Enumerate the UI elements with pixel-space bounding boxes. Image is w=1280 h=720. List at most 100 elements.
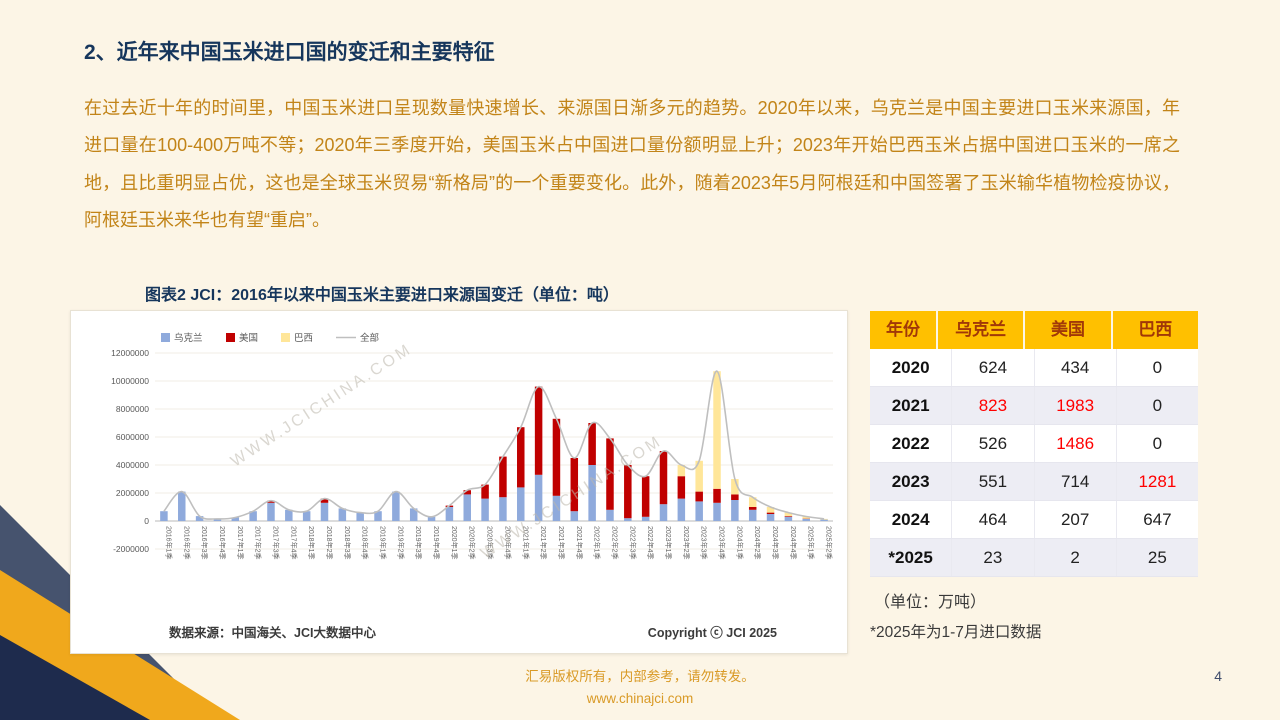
table-header-cell: 年份 <box>870 311 938 349</box>
bar-segment <box>713 488 721 503</box>
table-cell: 0 <box>1152 434 1163 453</box>
x-axis-label: 2023年1季 <box>664 526 673 559</box>
bar-segment <box>784 516 793 517</box>
x-axis-label: 2021年1季 <box>521 526 530 559</box>
x-axis-label: 2023年4季 <box>718 526 727 559</box>
bar-segment <box>231 517 240 521</box>
table-cell-year: 2021 <box>870 387 953 424</box>
bar-segment <box>552 418 561 496</box>
bar-segment <box>802 516 810 519</box>
table-cell-year: 2022 <box>870 425 953 462</box>
bar-segment <box>392 491 400 521</box>
table-header-row: 年份 乌克兰 美国 巴西 <box>870 311 1198 349</box>
footer-url[interactable]: www.chinajci.com <box>586 691 694 707</box>
table-cell-year: 2024 <box>870 501 953 538</box>
x-axis-label: 2023年3季 <box>700 526 709 559</box>
legend-swatch <box>281 333 290 342</box>
bar-segment <box>338 508 347 521</box>
table-cell: 714 <box>1035 463 1117 500</box>
watermark: WWW.JCICHINA.COM <box>228 340 415 470</box>
bar-segment <box>766 507 775 513</box>
bar-segment <box>534 386 543 475</box>
x-axis-label: 2024年3季 <box>771 526 780 559</box>
x-axis-label: 2022年2季 <box>610 526 619 559</box>
chart-caption: 图表2 JCI：2016年以来中国玉米主要进口来源国变迁（单位：吨） <box>145 287 619 304</box>
x-axis-label: 2024年2季 <box>753 526 762 559</box>
bar-segment <box>677 465 686 477</box>
x-axis-label: 2018年3季 <box>343 526 352 559</box>
x-axis-label: 2022年4季 <box>646 526 655 559</box>
table-cell: 2 <box>1035 539 1117 576</box>
bar-segment <box>463 490 471 495</box>
y-axis-label: 12000000 <box>111 348 149 358</box>
bar-segment <box>784 516 793 521</box>
table-cell-year: *2025 <box>870 539 953 576</box>
legend-swatch <box>161 333 170 342</box>
y-axis-label: 10000000 <box>111 376 149 386</box>
bar-segment <box>285 509 293 521</box>
bar-segment <box>677 476 686 499</box>
y-axis-label: 0 <box>144 516 149 526</box>
bar-segment <box>534 474 543 521</box>
x-axis-label: 2019年1季 <box>379 526 388 559</box>
chart-copyright: Copyright ⓒ JCI 2025 <box>647 626 777 640</box>
y-axis-label: 6000000 <box>116 432 149 442</box>
y-axis-label: 4000000 <box>116 460 149 470</box>
x-axis-label: 2021年4季 <box>575 526 584 559</box>
bar-segment <box>552 495 561 521</box>
bar-segment <box>499 456 507 498</box>
bar-segment <box>588 465 596 521</box>
bar-segment <box>820 518 828 520</box>
bar-segment <box>713 502 721 521</box>
table-row: 2021 823 1983 0 <box>870 387 1198 425</box>
table-cell: 1983 <box>1035 387 1117 424</box>
bar-segment <box>160 511 168 521</box>
x-axis-label: 2025年2季 <box>825 526 834 559</box>
bar-segment <box>713 371 721 489</box>
table-cell: 823 <box>952 387 1035 424</box>
table-cell: 0 <box>1152 358 1163 377</box>
x-axis-label: 2019年4季 <box>432 526 441 559</box>
table-row: 2022 526 1486 0 <box>870 425 1198 463</box>
bar-segment <box>178 491 186 521</box>
x-axis-label: 2017年1季 <box>236 526 245 559</box>
table-row: *2025 23 2 25 <box>870 539 1198 577</box>
table-header-cell: 乌克兰 <box>938 311 1026 349</box>
x-axis-label: 2017年4季 <box>289 526 298 559</box>
bar-segment <box>731 494 739 500</box>
x-axis-label: 2020年2季 <box>468 526 477 559</box>
bar-segment <box>695 491 703 502</box>
bar-segment <box>320 498 329 503</box>
bar-segment <box>570 458 579 512</box>
bar-segment <box>820 519 828 521</box>
table-cell-year: 2023 <box>870 463 953 500</box>
table-cell: 434 <box>1035 349 1117 386</box>
bar-segment <box>606 509 614 521</box>
bar-segment <box>267 502 275 521</box>
bar-segment <box>766 512 775 514</box>
x-axis-label: 2020年1季 <box>450 526 459 559</box>
section-title: 2、近年来中国玉米进口国的变迁和主要特征 <box>84 41 495 64</box>
footer: 汇易版权所有，内部参考，请勿转发。 www.chinajci.com <box>0 666 1280 711</box>
bar-segment <box>588 423 596 465</box>
table-cell: 624 <box>952 349 1035 386</box>
table-cell: 207 <box>1035 501 1117 538</box>
table-cell: 25 <box>1147 548 1167 567</box>
bar-segment <box>320 502 329 521</box>
bar-segment <box>517 487 525 521</box>
table-cell: 551 <box>952 463 1035 500</box>
x-axis-label: 2018年2季 <box>325 526 334 559</box>
bar-segment <box>731 479 739 495</box>
bar-segment <box>641 476 650 517</box>
footer-copyright-line: 汇易版权所有，内部参考，请勿转发。 <box>525 669 755 684</box>
x-axis-label: 2020年4季 <box>503 526 512 559</box>
x-axis-label: 2016年3季 <box>200 526 209 559</box>
page-number: 4 <box>1214 668 1222 684</box>
body-paragraph: 在过去近十年的时间里，中国玉米进口呈现数量快速增长、来源国日渐多元的趋势。202… <box>84 98 1180 230</box>
legend-label: 全部 <box>360 332 379 344</box>
legend-label: 乌克兰 <box>174 332 203 344</box>
bar-segment <box>659 451 668 505</box>
bar-segment <box>802 518 810 521</box>
bar-segment <box>356 512 364 521</box>
bar-segment <box>624 518 632 521</box>
